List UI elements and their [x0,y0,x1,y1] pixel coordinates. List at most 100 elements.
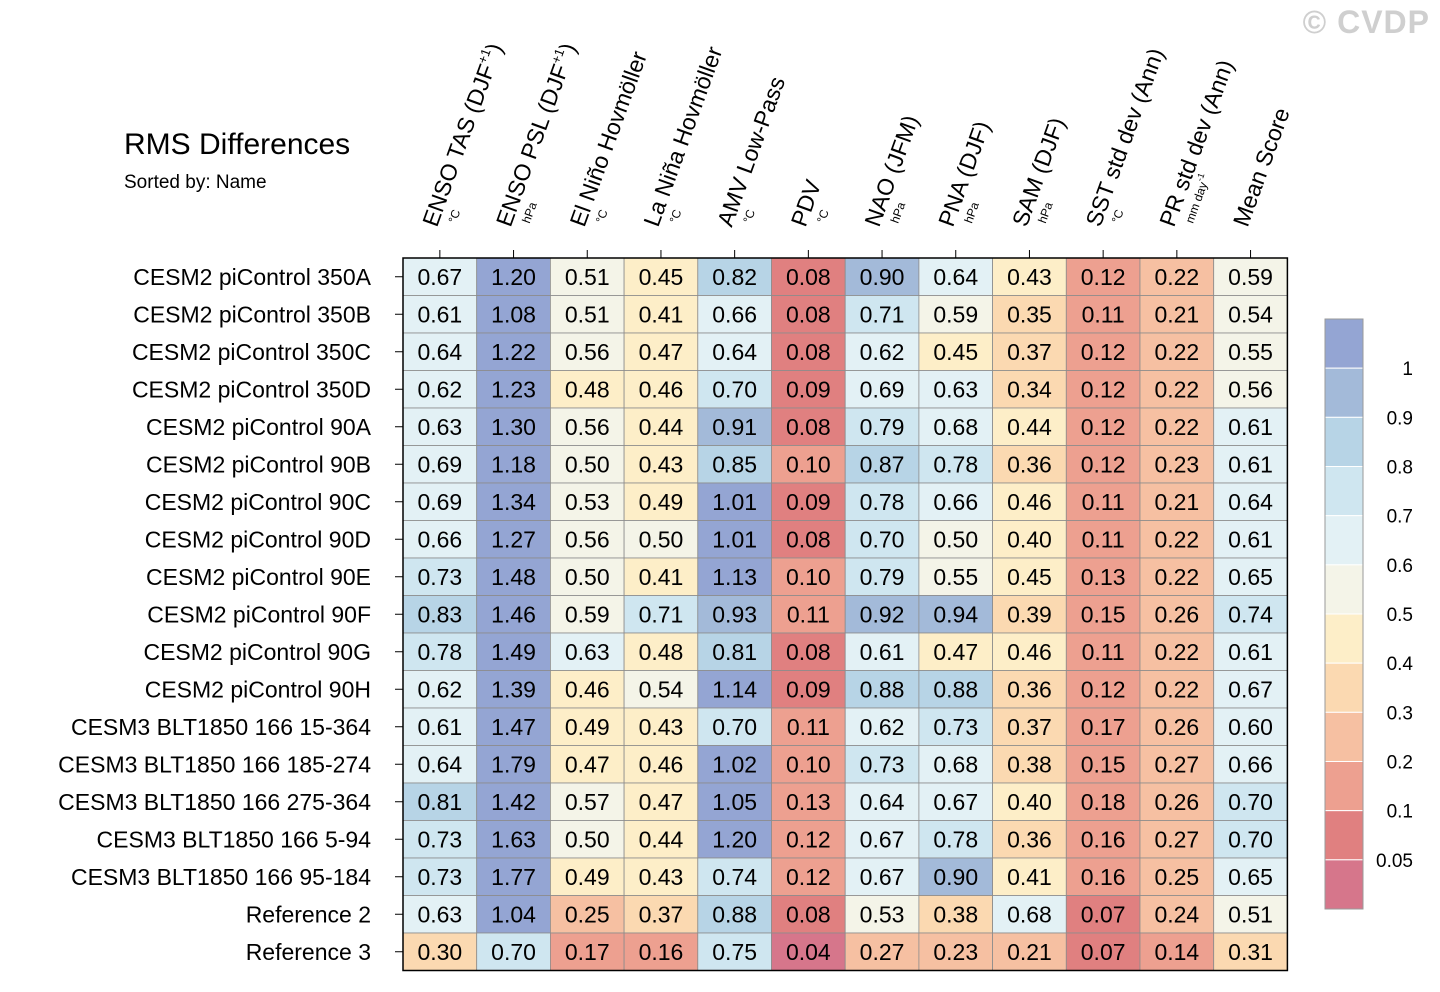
heatmap-cell [1213,557,1288,596]
heatmap-cell [1139,932,1215,971]
cell-value: 0.69 [417,489,462,515]
cell-value: 0.45 [1007,564,1052,590]
colorbar-segment [1324,564,1364,615]
cell-value: 0.46 [639,751,684,777]
cell-value: 0.08 [786,639,831,665]
column-label-text: SST std dev (Ann) [1080,45,1169,230]
cell-value: 0.45 [933,339,978,365]
column-label-text: AMV Low-Pass [712,73,790,230]
colorbar-segment [1324,761,1364,812]
cell-value: 0.26 [1154,601,1199,627]
cell-value: 0.41 [639,564,684,590]
heatmap-cell [623,520,699,559]
heatmap-cell [844,782,920,821]
heatmap-cell [771,670,846,709]
cell-value: 0.70 [860,526,905,552]
row-label: CESM3 BLT1850 166 185-274 [58,751,371,777]
cell-value: 0.47 [639,789,684,815]
cell-value: 0.65 [1228,864,1273,890]
cell-value: 0.12 [1081,339,1126,365]
chart-subtitle: Sorted by: Name [124,172,267,193]
cell-value: 0.44 [639,414,684,440]
column-label: SST std dev (Ann) [1080,45,1169,230]
row-label: CESM2 piControl 350A [133,264,371,290]
cell-value: 0.61 [860,639,905,665]
cell-value: 0.64 [1228,489,1273,515]
cell-value: 0.13 [1081,564,1126,590]
column-label-superscript: +1 [548,46,567,65]
cell-value: 0.73 [417,564,462,590]
heatmap-cell [771,370,846,409]
column-unit-superscript: -1 [1194,172,1206,183]
column-label-text: Mean Score [1228,104,1295,229]
cell-value: 0.27 [1154,751,1199,777]
column-unit: °C [667,207,685,225]
heatmap-cell [550,857,625,896]
cell-value: 0.56 [565,339,610,365]
column-label: AMV Low-Pass [712,73,790,230]
cell-value: 1.01 [712,526,757,552]
cell-value: 0.90 [933,864,978,890]
heatmap-cell [1213,520,1288,559]
column-label-text: La Niña Hovmöller [638,43,727,230]
cell-value: 0.08 [786,526,831,552]
cell-value: 0.56 [1228,376,1273,402]
colorbar: 0.05 0.1 0.2 0.3 0.4 0.5 0.6 0.7 0.8 0.9 1 [1324,318,1413,910]
cell-value: 0.73 [417,864,462,890]
colorbar-label: 1 [1402,359,1413,380]
heatmap-cell [402,707,478,746]
heatmap-cell [550,632,625,671]
heatmap-cell [771,857,846,896]
heatmap-cell [623,895,699,934]
heatmap-cell [476,632,551,671]
cell-value: 1.49 [491,639,536,665]
cell-value: 0.11 [1082,526,1125,552]
cell-value: 0.70 [1228,789,1273,815]
cell-value: 0.50 [933,526,978,552]
row-label: CESM2 piControl 90A [146,414,372,440]
cell-value: 0.67 [933,789,978,815]
heatmap-cell [992,445,1067,484]
column-unit: hPa [1035,200,1056,225]
cell-value: 0.46 [639,376,684,402]
cell-value: 0.27 [1154,826,1199,852]
cell-value: 0.08 [786,414,831,440]
heatmap-cell [918,595,994,634]
cell-value: 0.87 [860,451,905,477]
heatmap-cell [771,520,846,559]
row-label: CESM2 piControl 90F [147,601,371,627]
heatmap-cell [697,670,772,709]
cell-value: 0.17 [565,939,610,965]
heatmap-cell [1139,857,1215,896]
heatmap-cell [771,595,846,634]
cell-value: 0.22 [1154,264,1199,290]
cell-value: 0.46 [565,676,610,702]
heatmap-cell [623,332,699,371]
cell-value: 0.48 [639,639,684,665]
cell-value: 0.11 [787,601,830,627]
cell-value: 0.64 [417,339,462,365]
heatmap-cell [992,632,1067,671]
row-label: CESM2 piControl 90G [143,639,371,665]
column-label-text: ENSO TAS (DJF [417,61,500,230]
heatmap-cell [1213,332,1288,371]
heatmap-cell [1065,857,1141,896]
cell-value: 0.16 [639,939,684,965]
heatmap-cell [402,370,478,409]
heatmap-cell [623,820,699,859]
heatmap-cell [476,895,551,934]
heatmap-cell [550,932,625,971]
cell-value: 0.50 [565,451,610,477]
heatmap-cell [550,782,625,821]
cell-value: 0.38 [1007,751,1052,777]
cell-value: 1.46 [491,601,536,627]
row-label: CESM3 BLT1850 166 275-364 [58,789,371,815]
colorbar-label: 0.3 [1387,703,1413,724]
colorbar-label: 0.7 [1387,507,1413,528]
cell-value: 0.11 [1082,489,1125,515]
heatmap-cell [771,632,846,671]
cell-value: 0.68 [933,751,978,777]
cell-value: 0.68 [933,414,978,440]
heatmap-cell [623,595,699,634]
cell-value: 0.51 [565,301,610,327]
